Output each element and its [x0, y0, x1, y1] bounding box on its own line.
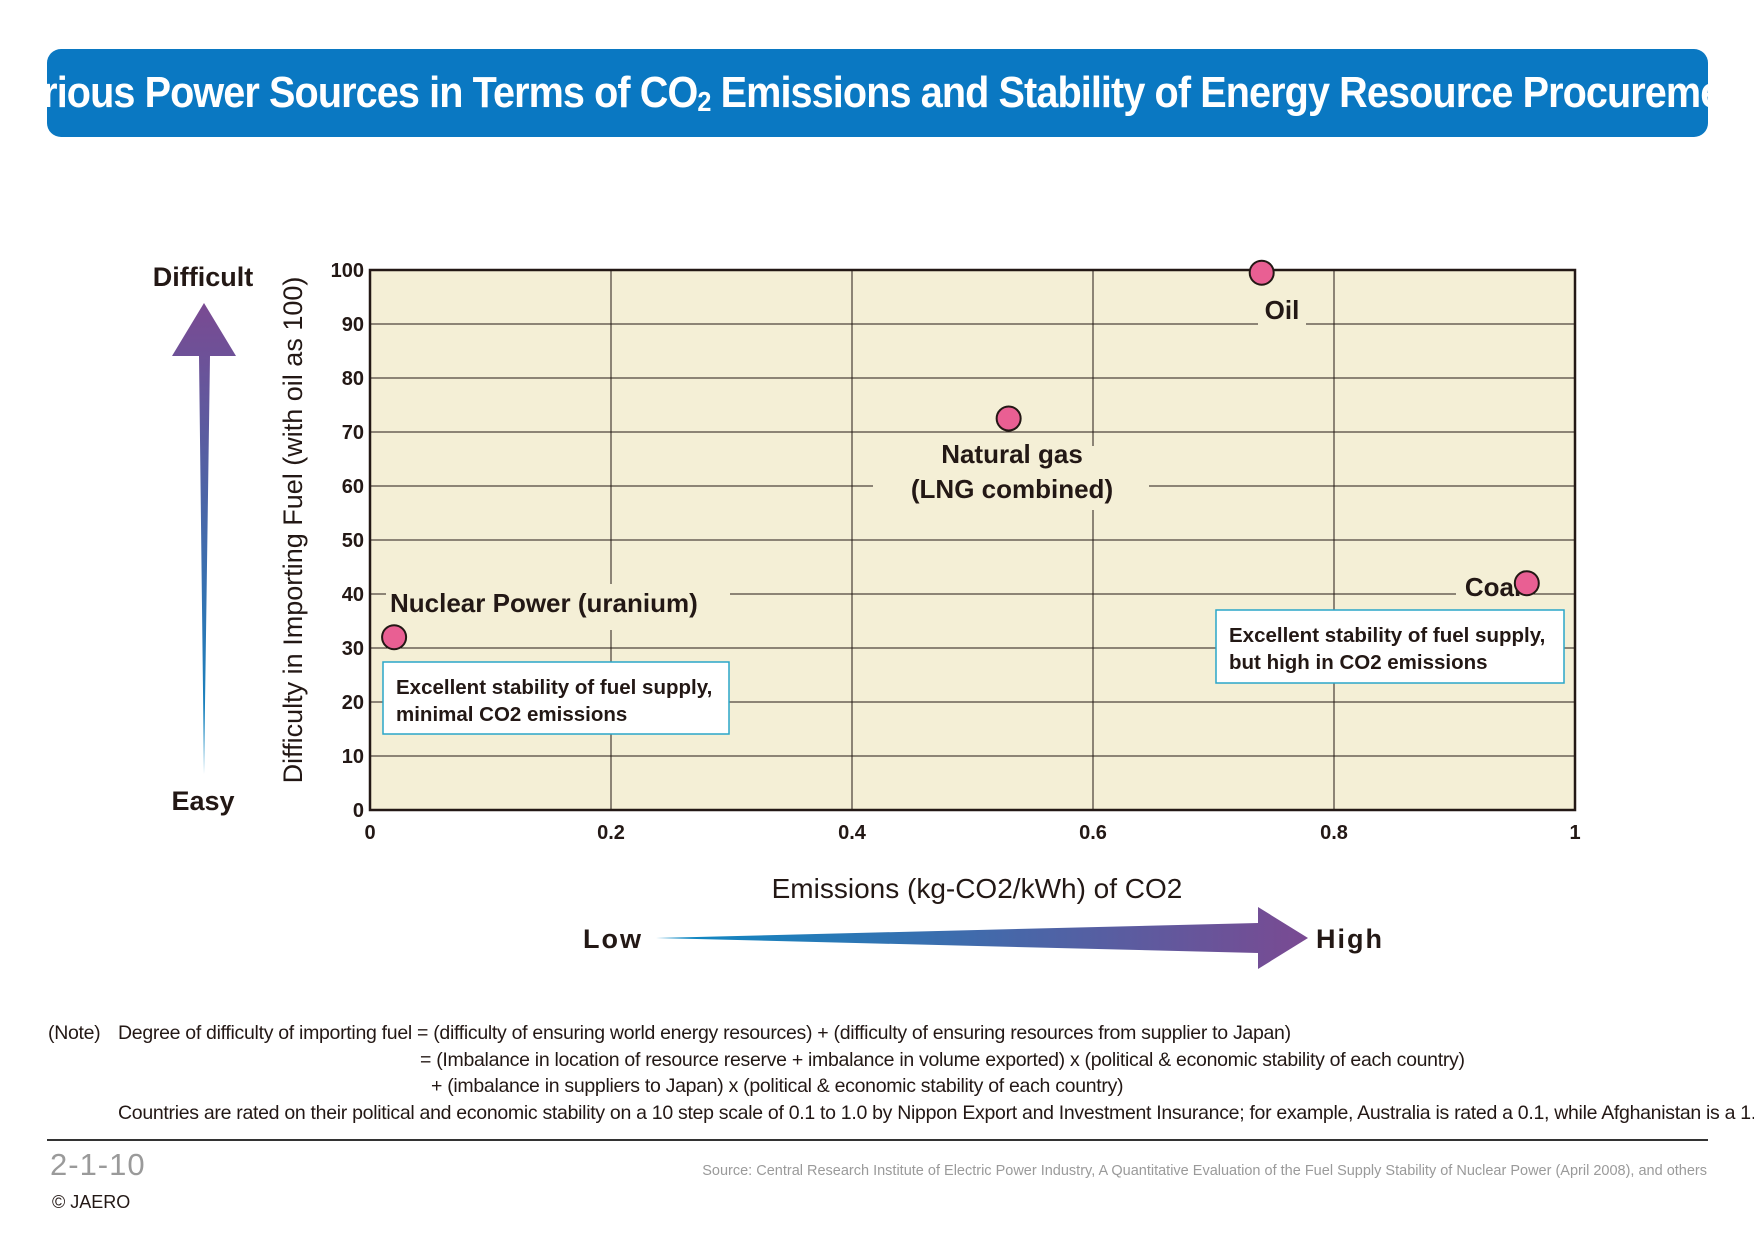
coal-label: Coal [1465, 572, 1521, 602]
chart-title: Various Power Sources in Terms of CO2 Em… [0, 68, 1754, 117]
plot-frame [368, 268, 1577, 812]
nuclear-label-bg [386, 584, 730, 630]
y-tick-label: 70 [342, 422, 364, 444]
y-tick-label: 90 [342, 314, 364, 336]
nuclear-label: Nuclear Power (uranium) [390, 588, 698, 618]
nuclear-point [381, 624, 408, 651]
nuclear-annotation-box [382, 661, 730, 735]
y-axis-title: Difficulty in Importing Fuel (with oil a… [278, 277, 308, 784]
note-line-3: + (imbalance in suppliers to Japan) x (p… [431, 1075, 1124, 1097]
figure-number: 2-1-10 [50, 1147, 146, 1182]
coal-annotation-line2: but high in CO2 emissions [1229, 651, 1488, 674]
x-tick-label: 0.2 [597, 822, 625, 844]
x-tick-label: 0.8 [1320, 822, 1348, 844]
y-tick-label: 80 [342, 368, 364, 390]
source-credit: Source: Central Research Institute of El… [702, 1163, 1707, 1179]
nuclear-annotation-line2: minimal CO2 emissions [396, 703, 627, 726]
y-tick-label: 100 [331, 260, 364, 282]
y-tick-label: 30 [342, 638, 364, 660]
gas-label-line1: Natural gas [941, 439, 1083, 469]
coal-label-bg [1456, 569, 1524, 605]
x-tick-label: 0 [364, 822, 375, 844]
coal-annotation-line1: Excellent stability of fuel supply, [1229, 624, 1545, 647]
x-arrow-right-label: High [1316, 924, 1384, 954]
y-tick-label: 10 [342, 746, 364, 768]
chart: 0 10 20 30 40 50 60 70 80 90 100 0 0.2 0.4 0.6 0.8 1 Ex… [153, 259, 1581, 969]
horizontal-emissions-arrow [656, 907, 1308, 969]
x-tick-label: 0.6 [1079, 822, 1107, 844]
y-tick-label: 0 [353, 800, 364, 822]
x-tick-label: 1 [1569, 822, 1580, 844]
copyright: © JAERO [52, 1192, 131, 1212]
footer-divider [47, 1139, 1708, 1141]
x-tick-label: 0.4 [838, 822, 867, 844]
note-label: (Note) [48, 1022, 101, 1044]
gas-label-bg [873, 446, 1149, 510]
y-tick-label: 50 [342, 530, 364, 552]
nuclear-annotation-line1: Excellent stability of fuel supply, [396, 676, 712, 699]
natural-gas-point [995, 405, 1022, 432]
title-banner: Various Power Sources in Terms of CO2 Em… [0, 49, 1754, 137]
x-tick-labels: 0 0.2 0.4 0.6 0.8 1 [364, 822, 1580, 844]
oil-label: Oil [1265, 295, 1300, 325]
x-arrow-left-label: Low [583, 924, 643, 954]
note-line-1: Degree of difficulty of importing fuel =… [118, 1022, 1291, 1044]
y-tick-label: 20 [342, 692, 364, 714]
y-arrow-top-label: Difficult [153, 262, 254, 292]
note-line-2: = (Imbalance in location of resource res… [420, 1048, 1465, 1071]
oil-point [1248, 259, 1275, 286]
oil-label-bg [1258, 293, 1306, 329]
y-tick-label: 40 [342, 584, 364, 606]
vertical-difficulty-arrow [172, 303, 236, 774]
y-arrow-bottom-label: Easy [171, 786, 234, 816]
gas-label-line2: (LNG combined) [911, 474, 1113, 504]
x-axis-title: Emissions (kg-CO2/kWh) of CO2 [772, 873, 1183, 904]
data-points [381, 259, 1540, 651]
note-line-4: Countries are rated on their political a… [118, 1101, 1754, 1124]
y-tick-label: 60 [342, 476, 364, 498]
coal-annotation-box [1215, 609, 1565, 684]
coal-point [1513, 570, 1540, 597]
y-tick-labels: 0 10 20 30 40 50 60 70 80 90 100 [331, 260, 364, 822]
